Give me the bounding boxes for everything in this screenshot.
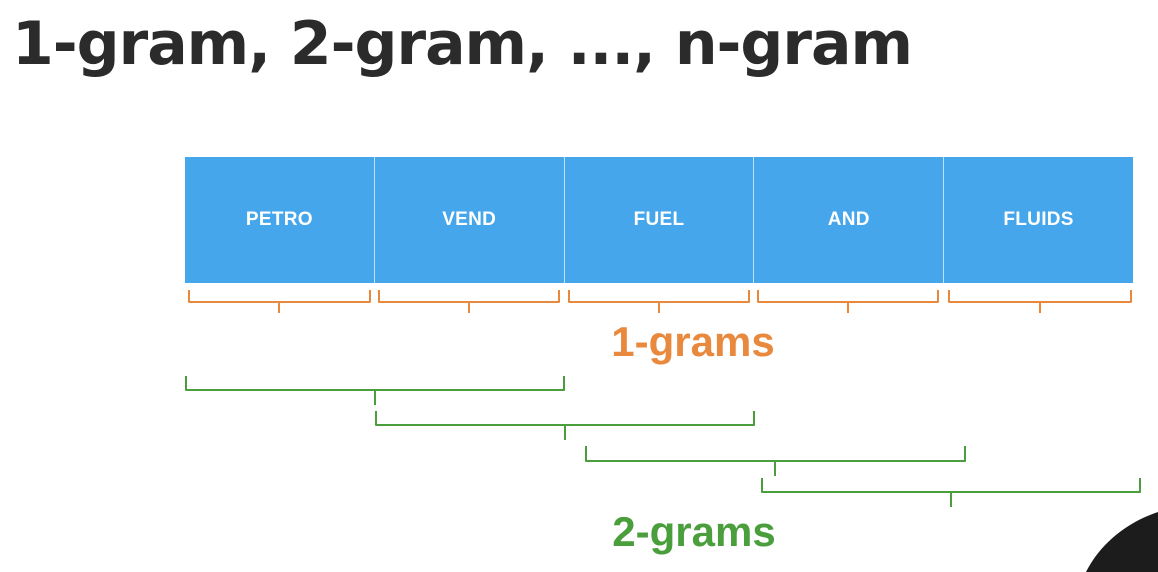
slide-title: 1-gram, 2-gram, ..., n-gram (12, 9, 913, 79)
bigram-brackets (185, 376, 1141, 507)
unigram-bracket-vend (378, 290, 560, 313)
bigram-bracket-vend-fuel (375, 411, 755, 440)
bigrams-label: 2-grams (612, 508, 776, 555)
bigram-bracket-and-fluids (761, 478, 1141, 507)
token-vend: VEND (375, 157, 565, 283)
token-petro: PETRO (185, 157, 375, 283)
token-fuel: FUEL (565, 157, 755, 283)
bigram-bracket-petro-vend (185, 376, 565, 405)
unigram-bracket-fluids (948, 290, 1132, 313)
bigram-bracket-fuel-and (585, 446, 966, 476)
unigrams-label: 1-grams (611, 318, 775, 365)
token-row: PETRO VEND FUEL AND FLUIDS (185, 157, 1133, 283)
unigram-bracket-petro (188, 290, 371, 313)
unigram-bracket-fuel (568, 290, 750, 313)
unigram-bracket-and (757, 290, 939, 313)
token-and: AND (754, 157, 945, 283)
token-fluids: FLUIDS (1003, 209, 1074, 230)
unigram-brackets (188, 290, 1132, 313)
